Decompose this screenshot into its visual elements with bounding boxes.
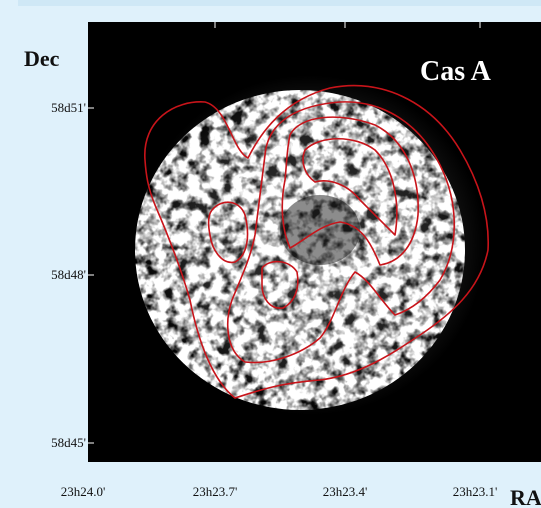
x-tick-label: 23h23.1'	[453, 484, 498, 499]
y-axis-label: Dec	[24, 46, 60, 71]
image-panel: Cas A	[88, 22, 541, 462]
x-tick-label: 23h23.4'	[323, 484, 368, 499]
figure: Cas A Dec RA 58d51' 58d48' 58d45' 23h24.…	[0, 0, 541, 508]
image-title: Cas A	[420, 56, 492, 87]
frame	[18, 0, 541, 6]
y-tick-label: 58d45'	[51, 435, 86, 450]
y-tick-label: 58d51'	[51, 100, 86, 115]
page: {"title": "Cas A", "axes": {"y_label": "…	[0, 0, 541, 508]
x-tick-label: 23h23.7'	[193, 484, 238, 499]
x-axis-label: RA	[510, 485, 541, 508]
dark-core	[280, 195, 360, 265]
y-tick-label: 58d48'	[51, 267, 86, 282]
x-tick-label: 23h24.0'	[61, 484, 106, 499]
